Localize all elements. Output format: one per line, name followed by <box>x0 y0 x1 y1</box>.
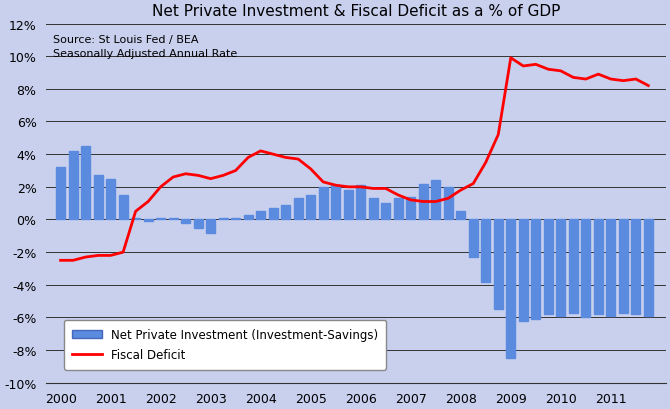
Text: Source: St Louis Fed / BEA
Seasonally Adjusted Annual Rate: Source: St Louis Fed / BEA Seasonally Ad… <box>53 35 237 59</box>
Bar <box>156 218 165 220</box>
Bar <box>507 220 515 358</box>
Bar <box>456 212 465 220</box>
Bar <box>143 220 153 222</box>
Bar <box>481 220 490 282</box>
Bar <box>94 176 103 220</box>
Bar <box>169 218 178 220</box>
Bar <box>119 196 127 220</box>
Bar <box>281 205 290 220</box>
Bar <box>181 220 190 223</box>
Bar <box>344 191 352 220</box>
Bar <box>394 199 403 220</box>
Bar <box>306 196 315 220</box>
Bar <box>531 220 540 319</box>
Bar <box>469 220 478 257</box>
Bar <box>231 218 240 220</box>
Bar <box>218 218 228 220</box>
Bar <box>406 197 415 220</box>
Bar <box>606 220 615 316</box>
Bar <box>444 187 453 220</box>
Bar <box>544 220 553 315</box>
Bar <box>569 220 578 313</box>
Bar <box>369 199 378 220</box>
Bar <box>131 218 140 220</box>
Bar <box>431 181 440 220</box>
Bar <box>381 204 390 220</box>
Bar <box>519 220 528 321</box>
Title: Net Private Investment & Fiscal Deficit as a % of GDP: Net Private Investment & Fiscal Deficit … <box>151 4 560 19</box>
Bar <box>244 215 253 220</box>
Bar <box>81 147 90 220</box>
Bar <box>206 220 215 233</box>
Bar <box>582 220 590 318</box>
Bar <box>293 199 303 220</box>
Bar <box>419 184 427 220</box>
Bar <box>594 220 603 315</box>
Bar <box>356 186 365 220</box>
Bar <box>256 212 265 220</box>
Bar <box>556 220 565 316</box>
Bar <box>494 220 502 310</box>
Bar <box>106 179 115 220</box>
Bar <box>644 220 653 316</box>
Bar <box>68 151 78 220</box>
Bar <box>269 209 277 220</box>
Bar <box>631 220 641 315</box>
Bar <box>331 186 340 220</box>
Bar <box>619 220 628 313</box>
Bar <box>194 220 202 228</box>
Bar <box>56 168 65 220</box>
Legend: Net Private Investment (Investment-Savings), Fiscal Deficit: Net Private Investment (Investment-Savin… <box>64 320 387 370</box>
Bar <box>319 187 328 220</box>
